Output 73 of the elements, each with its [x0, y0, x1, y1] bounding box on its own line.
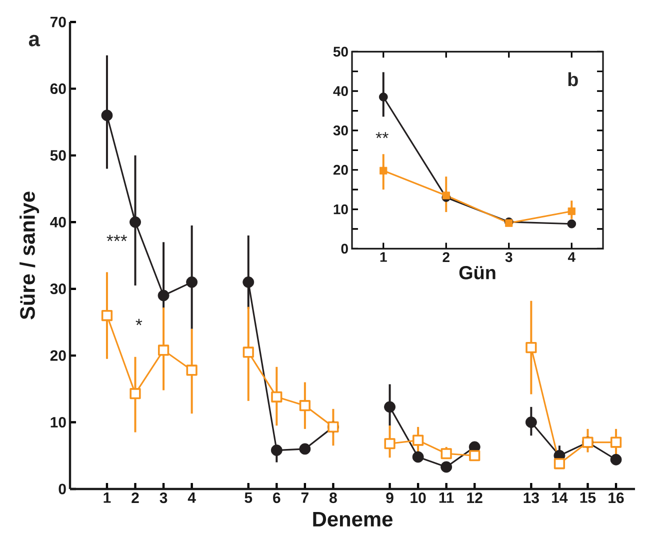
y-tick-label: 70: [50, 16, 66, 28]
point: [242, 276, 254, 288]
x-tick-label: 2: [132, 492, 139, 503]
x-axis-title: Deneme: [313, 512, 392, 527]
annotation: ***: [106, 234, 128, 242]
point: [610, 454, 622, 466]
x-axis-title: Gün: [459, 266, 496, 280]
point: [384, 438, 396, 450]
x-tick-label: 7: [301, 492, 308, 503]
point: [384, 401, 396, 413]
point: [469, 450, 480, 462]
y-axis-title: Süre / saniye: [20, 192, 40, 320]
y-tick-label: 10: [334, 204, 348, 214]
y-tick-label: 40: [333, 86, 348, 96]
point: [568, 207, 576, 216]
point: [271, 391, 282, 402]
point: [412, 451, 424, 463]
point: [299, 400, 310, 412]
y-tick-label: 50: [50, 150, 66, 161]
x-tick-label: 16: [608, 492, 624, 504]
y-tick-label: 30: [50, 284, 66, 294]
point: [440, 448, 452, 460]
y-tick-label: 20: [333, 164, 348, 175]
point: [442, 192, 450, 200]
point: [380, 166, 388, 174]
point: [567, 219, 576, 228]
point: [186, 364, 198, 376]
x-tick-label: 4: [188, 492, 196, 503]
point: [101, 110, 113, 122]
x-tick-label: 12: [467, 492, 482, 503]
x-tick-label: 2: [442, 252, 450, 262]
x-tick-label: 8: [330, 492, 337, 504]
x-tick-label: 14: [552, 492, 568, 503]
x-tick-label: 15: [580, 492, 596, 503]
point: [526, 342, 537, 354]
x-tick-label: 11: [439, 492, 454, 503]
x-tick-label: 3: [160, 492, 168, 504]
point: [270, 444, 282, 456]
y-tick-label: 30: [333, 126, 348, 136]
x-tick-label: 4: [568, 252, 576, 262]
point: [130, 216, 141, 228]
point: [130, 388, 141, 400]
x-tick-label: 1: [104, 492, 111, 503]
point: [242, 346, 254, 358]
point: [412, 434, 424, 446]
x-tick-label: 1: [380, 252, 387, 262]
point: [440, 461, 452, 473]
point: [554, 458, 566, 470]
x-tick-label: 10: [410, 492, 426, 504]
point: [378, 92, 388, 102]
y-tick-label: 0: [341, 244, 348, 254]
point: [158, 290, 170, 302]
y-tick-label: 60: [50, 83, 66, 94]
annotation: b: [568, 72, 578, 86]
x-tick-label: 13: [524, 492, 539, 504]
point: [158, 344, 170, 356]
x-tick-label: 3: [505, 252, 512, 262]
x-tick-label: 9: [386, 492, 394, 504]
x-tick-label: 5: [244, 492, 252, 503]
text: a: [28, 34, 40, 46]
point: [525, 416, 537, 428]
point: [610, 436, 622, 448]
y-tick-label: 0: [58, 484, 66, 494]
point: [101, 310, 113, 322]
point: [186, 276, 198, 288]
annotation: **: [376, 132, 388, 138]
point: [299, 443, 311, 455]
y-tick-label: 40: [50, 216, 66, 228]
y-tick-label: 20: [50, 350, 66, 361]
annotation: *: [136, 318, 142, 326]
x-tick-label: 6: [273, 492, 280, 504]
y-tick-label: 10: [50, 416, 66, 428]
y-tick-label: 50: [333, 46, 348, 57]
